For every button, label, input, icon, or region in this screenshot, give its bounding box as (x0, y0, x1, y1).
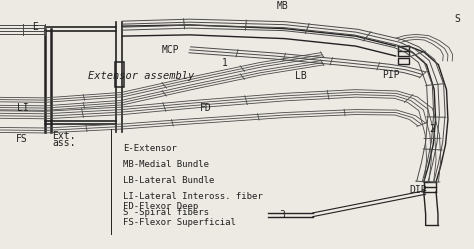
Text: E: E (33, 22, 38, 32)
Text: FD: FD (201, 103, 212, 113)
Text: MB: MB (276, 1, 288, 11)
Text: S -Spiral fibers: S -Spiral fibers (123, 208, 209, 217)
Text: LB: LB (295, 71, 307, 81)
Text: ass.: ass. (52, 138, 76, 148)
Text: E-Extensor: E-Extensor (123, 144, 177, 153)
Text: Extensor assembly: Extensor assembly (88, 71, 194, 81)
Text: 1: 1 (222, 59, 228, 68)
Text: 3: 3 (279, 210, 285, 220)
Text: S: S (455, 14, 460, 24)
Text: FD-Flexor Deep: FD-Flexor Deep (123, 202, 199, 211)
Text: Ext.: Ext. (52, 131, 76, 141)
Text: LB-Lateral Bundle: LB-Lateral Bundle (123, 176, 215, 185)
Text: DIP: DIP (409, 186, 427, 195)
Text: MB-Medial Bundle: MB-Medial Bundle (123, 160, 209, 169)
Bar (115, 62, 124, 87)
Text: LI-Lateral Inteross. fiber: LI-Lateral Inteross. fiber (123, 192, 263, 201)
Bar (398, 58, 409, 64)
Text: MCP: MCP (162, 45, 180, 55)
Text: FS-Flexor Superficial: FS-Flexor Superficial (123, 218, 236, 227)
Text: 2: 2 (429, 124, 435, 134)
Text: LI: LI (17, 103, 28, 113)
Text: FS: FS (16, 134, 27, 144)
Text: PIP: PIP (382, 70, 400, 80)
